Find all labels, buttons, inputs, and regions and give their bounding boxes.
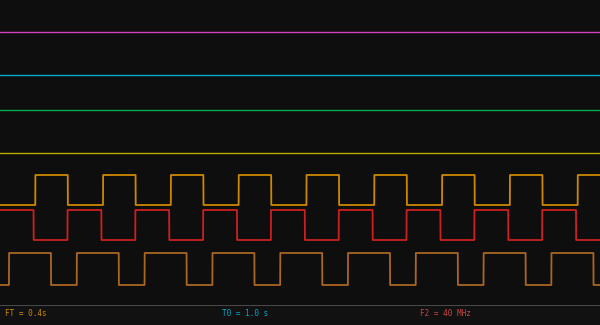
Bar	[0, 305, 600, 325]
Text: T0 = 1.0 s: T0 = 1.0 s	[222, 309, 268, 318]
Text: FT = 0.4s: FT = 0.4s	[5, 309, 46, 318]
Text: F2 = 40 MHz: F2 = 40 MHz	[420, 309, 471, 318]
